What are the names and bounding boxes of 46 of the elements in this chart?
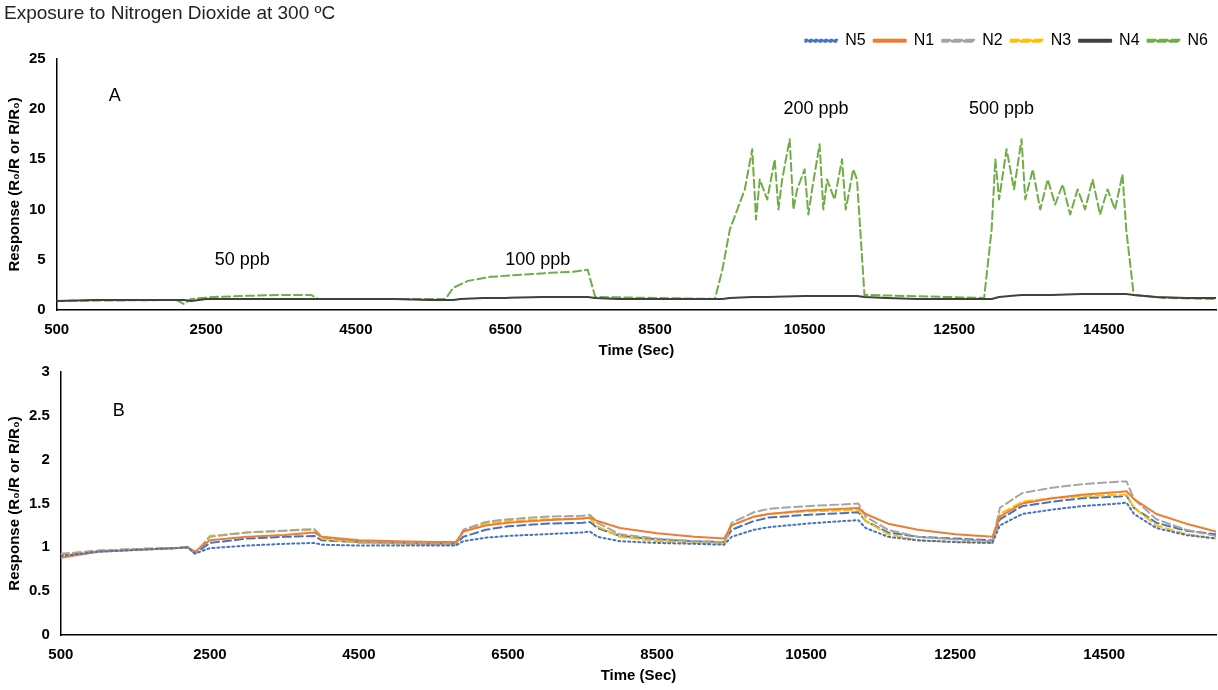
x-tick-label: 6500 <box>488 320 523 338</box>
x-tick-label: 2500 <box>193 645 227 663</box>
legend-label: N5 <box>845 31 866 49</box>
legend-label: N6 <box>1187 31 1209 49</box>
x-tick-label: 12500 <box>934 645 977 663</box>
y-axis-title: Response (R₀/R or R/R₀) <box>5 97 23 272</box>
x-tick-label: 10500 <box>783 320 826 338</box>
x-tick-label: 4500 <box>339 320 373 338</box>
annotation: B <box>112 400 125 421</box>
x-tick-label: 6500 <box>491 645 525 663</box>
y-tick-label: 0 <box>37 300 46 318</box>
x-tick-label: 500 <box>48 645 74 663</box>
y-tick-label: 20 <box>29 99 46 117</box>
y-tick-label: 5 <box>37 249 46 267</box>
x-tick-label: 500 <box>44 320 70 338</box>
y-tick-label: 15 <box>29 149 46 167</box>
annotation: A <box>108 85 121 106</box>
legend-label: N3 <box>1050 31 1072 49</box>
annotation: 500 ppb <box>968 98 1035 119</box>
x-tick-label: 12500 <box>933 320 976 338</box>
legend-label: N4 <box>1119 31 1140 49</box>
y-tick-label: 1.5 <box>28 493 50 511</box>
annotation: 50 ppb <box>214 248 270 269</box>
x-axis-title: Time (Sec) <box>600 666 677 684</box>
annotation: 200 ppb <box>783 98 849 119</box>
x-axis-title: Time (Sec) <box>598 341 675 359</box>
y-tick-label: 2.5 <box>28 405 50 423</box>
chart-title: Exposure to Nitrogen Dioxide at 300 ºC <box>4 1 336 23</box>
y-tick-label: 25 <box>29 48 46 66</box>
x-tick-label: 14500 <box>1082 320 1125 338</box>
legend-label: N2 <box>982 31 1003 49</box>
annotation: 100 ppb <box>505 248 571 269</box>
x-tick-label: 2500 <box>189 320 223 338</box>
y-tick-label: 2 <box>41 449 50 467</box>
legend-label: N1 <box>913 31 935 49</box>
y-tick-label: 0.5 <box>28 581 50 599</box>
y-tick-label: 1 <box>41 537 50 555</box>
y-tick-label: 0 <box>41 625 50 643</box>
x-tick-label: 4500 <box>342 645 376 663</box>
x-tick-label: 8500 <box>638 320 672 338</box>
x-tick-label: 10500 <box>785 645 827 663</box>
y-tick-label: 3 <box>41 362 50 380</box>
y-tick-label: 10 <box>29 199 46 217</box>
y-axis-title: Response (R₀/R or R/R₀) <box>5 416 23 591</box>
x-tick-label: 14500 <box>1083 645 1126 663</box>
x-tick-label: 8500 <box>640 645 674 663</box>
